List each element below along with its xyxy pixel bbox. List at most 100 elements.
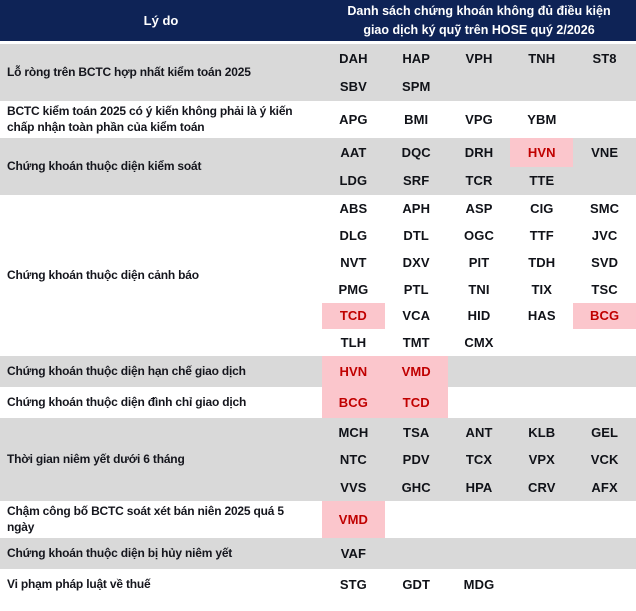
ticker-cell: ASP <box>465 201 493 217</box>
ticker-cell: HPA <box>465 479 493 495</box>
ticker-cell: TSA <box>403 424 430 440</box>
ticker-cell: AAT <box>340 144 367 160</box>
table-row: Chứng khoán thuộc diện cảnh báo ABS APH AS… <box>0 195 636 357</box>
ticker-cell: PMG <box>338 281 369 297</box>
table-row: Thời gian niêm yết dưới 6 tháng MCH TSA AN… <box>0 418 636 502</box>
table-row: Lỗ ròng trên BCTC hợp nhất kiểm toán 202… <box>0 44 636 101</box>
ticker-cell: GEL <box>591 424 619 440</box>
reason-label: Chứng khoán thuộc diện đình chỉ giao dịc… <box>7 394 247 409</box>
ticker-cell-highlighted: HVN <box>510 138 574 167</box>
ticker-cell: SBV <box>339 79 367 95</box>
header-list-column: Danh sách chứng khoán không đủ điều kiện… <box>322 0 636 41</box>
table-row: BCTC kiểm toán 2025 có ý kiến không phải… <box>0 101 636 139</box>
ticker-cell: YBM <box>527 112 557 128</box>
ticker-grid: MCH TSA ANT KLB GEL NTC PDV TCX VPX VCK VVS GHC HPA C… <box>322 418 636 501</box>
ticker-cell: DAH <box>339 50 368 66</box>
ticker-cell: LDG <box>339 173 368 189</box>
ticker-cell: JVC <box>591 227 618 243</box>
ticker-grid: DAH HAP VPH TNH ST8 SBV SPM <box>322 44 636 101</box>
header-reason-column: Lý do <box>0 0 322 41</box>
reason-label: BCTC kiểm toán 2025 có ý kiến không phải… <box>7 104 293 134</box>
header-list-title-line1: Danh sách chứng khoán không đủ điều kiện <box>347 4 611 19</box>
ticker-cell: CMX <box>464 335 494 351</box>
ticker-cell: VPX <box>528 452 555 468</box>
reason-label: Chứng khoán thuộc diện bị hủy niêm yết <box>7 546 233 561</box>
ticker-cell: NTC <box>339 452 367 468</box>
ticker-grid: VMD <box>322 501 636 539</box>
table-row: Chứng khoán thuộc diện bị hủy niêm yết V… <box>0 538 636 570</box>
ticker-cell: VCA <box>402 308 431 324</box>
ticker-cell: PDV <box>402 452 430 468</box>
ticker-cell: STG <box>339 577 367 593</box>
ticker-cell: VPH <box>465 50 493 66</box>
ticker-cell: VNE <box>591 144 619 160</box>
table-body: Lỗ ròng trên BCTC hợp nhất kiểm toán 202… <box>0 44 636 601</box>
ticker-cell-highlighted: HVN <box>322 356 385 388</box>
ticker-cell: KLB <box>528 424 556 440</box>
ticker-cell: TNI <box>468 281 490 297</box>
ticker-cell: HAP <box>402 50 431 66</box>
ticker-cell: DRH <box>464 144 494 160</box>
table-row: Chứng khoán thuộc diện hạn chế giao dịch… <box>0 356 636 388</box>
ticker-cell: TSC <box>591 281 618 297</box>
ticker-cell: SVD <box>591 254 619 270</box>
ticker-grid: VAF <box>322 538 636 569</box>
ticker-cell-highlighted: BCG <box>573 302 636 330</box>
ticker-cell: DXV <box>402 254 430 270</box>
ticker-cell: DTL <box>403 227 429 243</box>
ticker-cell: PIT <box>468 254 490 270</box>
ticker-cell: MDG <box>463 577 495 593</box>
ticker-cell: TTF <box>529 227 554 243</box>
ticker-cell: GDT <box>402 577 431 593</box>
ticker-cell: CIG <box>530 201 554 217</box>
ticker-cell: TLH <box>340 335 367 351</box>
ticker-cell: SPM <box>401 79 431 95</box>
table-row: Chứng khoán thuộc diện kiểm soát AAT DQC D… <box>0 138 636 196</box>
ticker-cell: CRV <box>528 479 556 495</box>
ticker-cell: TDH <box>528 254 556 270</box>
reason-label: Chứng khoán thuộc diện cảnh báo <box>7 267 199 282</box>
reason-label: Chậm công bố BCTC soát xét bán niên 2025… <box>7 504 284 534</box>
ticker-cell: TMT <box>402 335 430 351</box>
ticker-cell: HAS <box>527 308 556 324</box>
ticker-cell-highlighted: VMD <box>322 501 385 539</box>
table-row: Vi phạm pháp luật về thuế STG GDT MDG <box>0 569 636 601</box>
reason-label: Vi phạm pháp luật về thuế <box>7 577 151 592</box>
ticker-cell: NVT <box>340 254 367 270</box>
ticker-cell: VCK <box>590 452 619 468</box>
ticker-cell: BMI <box>404 112 429 128</box>
ticker-cell: HID <box>467 308 491 324</box>
table-row: Chậm công bố BCTC soát xét bán niên 2025… <box>0 501 636 539</box>
ticker-cell: TIX <box>531 281 553 297</box>
reason-label: Thời gian niêm yết dưới 6 tháng <box>7 451 185 466</box>
ticker-cell: APH <box>402 201 431 217</box>
ticker-cell: PTL <box>403 281 429 297</box>
ticker-cell-highlighted: VMD <box>384 356 448 388</box>
ticker-cell: TCR <box>465 173 493 189</box>
ticker-cell: TNH <box>528 50 556 66</box>
reason-label: Lỗ ròng trên BCTC hợp nhất kiểm toán 202… <box>7 64 251 79</box>
ticker-cell: AFX <box>591 479 618 495</box>
ticker-cell: OGC <box>464 227 494 243</box>
ticker-cell: GHC <box>401 479 431 495</box>
ticker-grid: STG GDT MDG <box>322 569 636 600</box>
ticker-cell: ANT <box>465 424 493 440</box>
ticker-cell-highlighted: BCG <box>322 387 385 419</box>
ticker-cell: SRF <box>403 173 430 189</box>
ticker-cell-highlighted: TCD <box>384 387 448 419</box>
header-list-title-line2: giao dịch ký quỹ trên HOSE quý 2/2026 <box>363 22 595 37</box>
table-header: Lý do Danh sách chứng khoán không đủ điề… <box>0 0 636 41</box>
ticker-cell: SMC <box>589 201 620 217</box>
ticker-cell: VPG <box>465 112 493 128</box>
header-reason-label: Lý do <box>143 13 179 28</box>
ticker-cell: DQC <box>401 144 431 160</box>
ticker-grid: AAT DQC DRH HVN VNE LDG SRF TCR TTE <box>322 138 636 195</box>
ticker-cell: VVS <box>340 479 367 495</box>
reason-label: Chứng khoán thuộc diện kiểm soát <box>7 158 202 173</box>
ticker-grid: APG BMI VPG YBM <box>322 101 636 138</box>
ticker-cell: TCX <box>465 452 493 468</box>
ticker-grid: HVN VMD <box>322 356 636 388</box>
ticker-cell: MCH <box>338 424 369 440</box>
ticker-cell: TTE <box>529 173 555 189</box>
